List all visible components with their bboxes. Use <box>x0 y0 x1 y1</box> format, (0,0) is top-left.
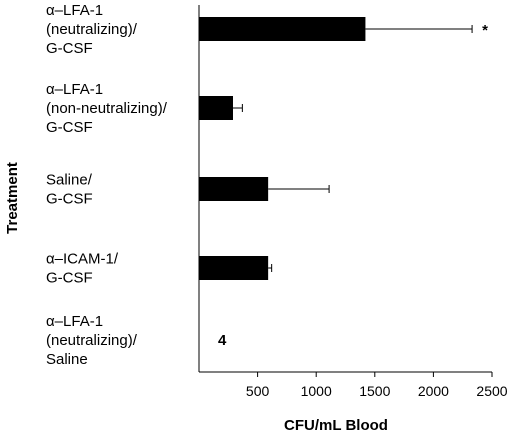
bar <box>199 256 269 280</box>
bar <box>199 177 269 201</box>
category-label-line: G-CSF <box>46 40 93 57</box>
x-axis-title: CFU/mL Blood <box>284 417 388 434</box>
category-label-line: Saline <box>46 351 88 368</box>
bar <box>199 96 233 120</box>
category-label-line: α–LFA-1 <box>46 313 103 330</box>
bar-annotation: * <box>482 22 488 39</box>
x-tick-label: 2000 <box>418 383 449 399</box>
category-label-line: α–LFA-1 <box>46 2 103 19</box>
category-label-line: α–LFA-1 <box>46 81 103 98</box>
category-label-line: (neutralizing)/ <box>46 21 138 38</box>
x-tick-label: 500 <box>246 383 270 399</box>
bars: *4 <box>199 17 488 349</box>
x-tick-label: 1000 <box>301 383 332 399</box>
category-labels: α–LFA-1 (neutralizing)/ G-CSF α–LFA-1 (non-n… <box>46 2 168 368</box>
y-axis-title: Treatment <box>4 162 21 234</box>
category-label-line: (neutralizing)/ <box>46 332 138 349</box>
category-label-line: G-CSF <box>46 270 93 287</box>
category-label-line: G-CSF <box>46 191 93 208</box>
x-tick-label: 1500 <box>359 383 390 399</box>
category-label-line: G-CSF <box>46 119 93 136</box>
bar-annotation: 4 <box>218 332 227 349</box>
bar <box>199 17 366 41</box>
category-label-line: α–ICAM-1/ <box>46 251 119 268</box>
x-tick-label: 2500 <box>476 383 507 399</box>
category-label-line: (non-neutralizing)/ <box>46 100 168 117</box>
category-label-line: Saline/ <box>46 172 93 189</box>
x-ticks: 500 1000 1500 2000 2500 <box>246 372 508 399</box>
